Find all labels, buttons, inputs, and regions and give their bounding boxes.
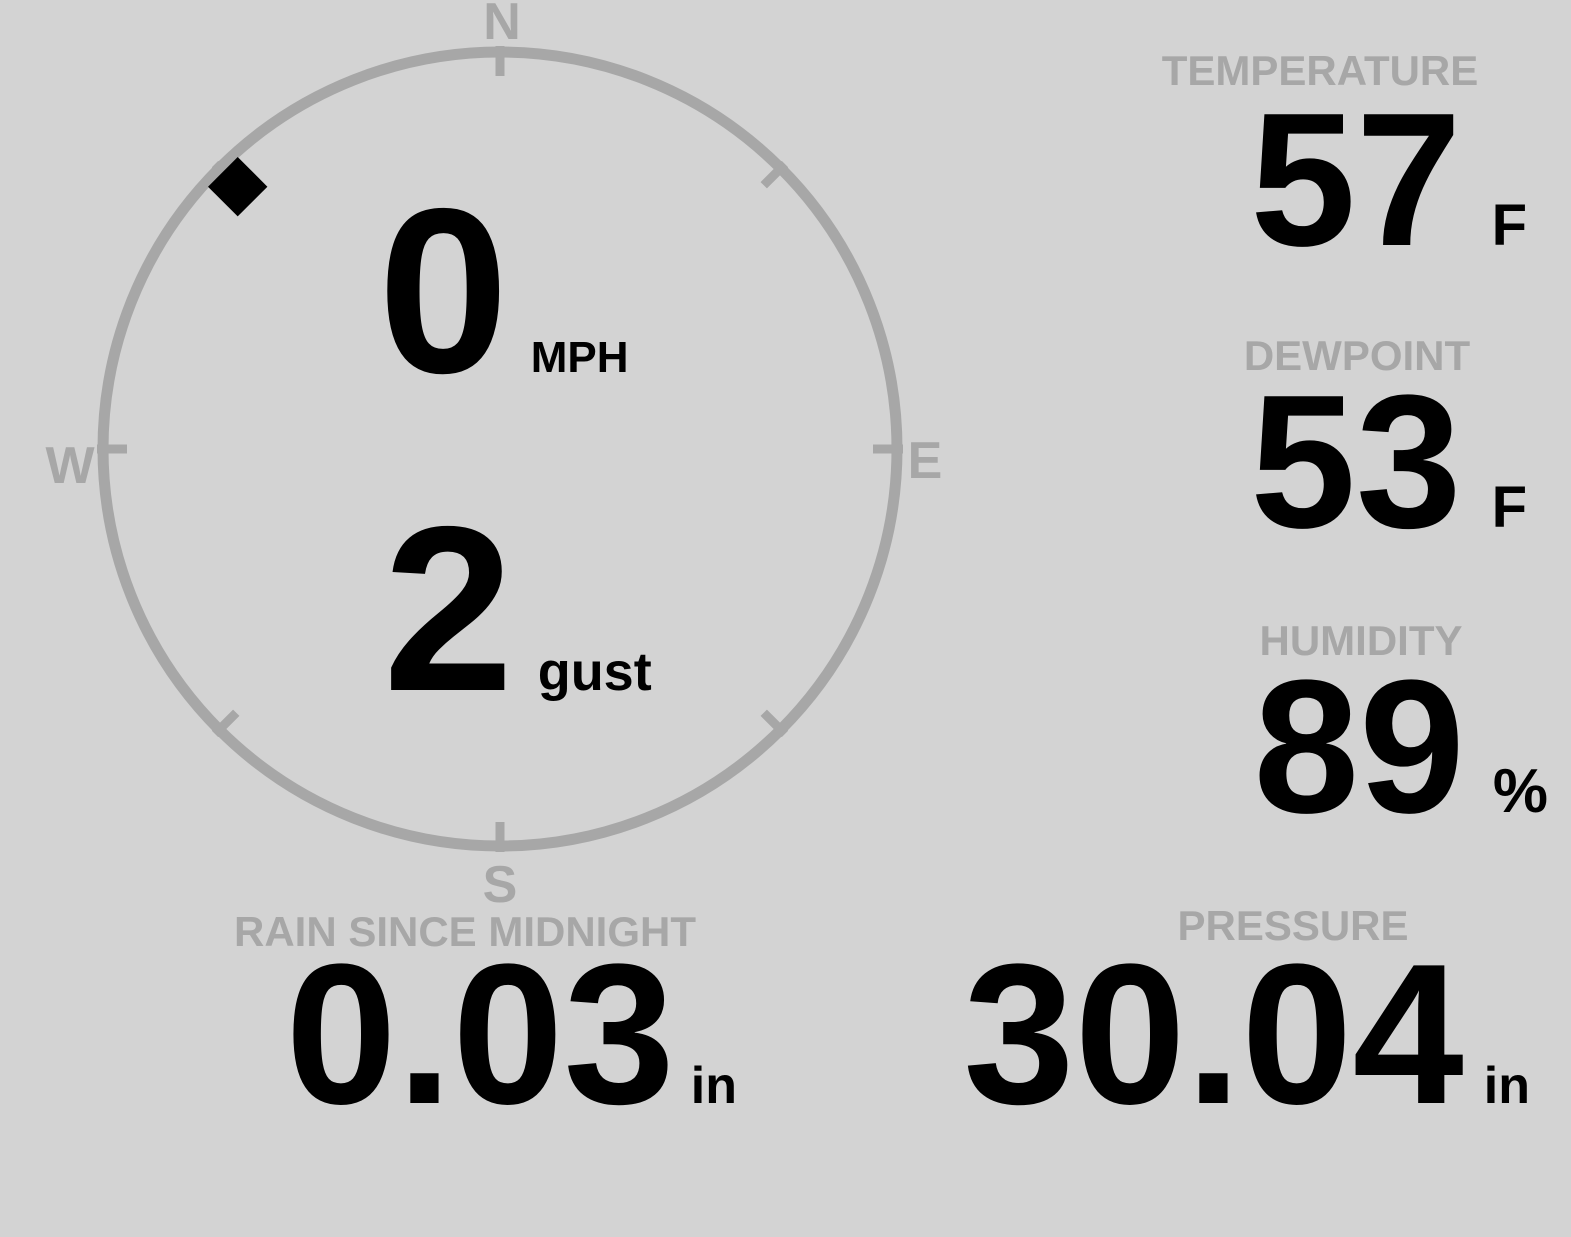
rain-value: 0.03 [285, 923, 675, 1146]
temperature-label: TEMPERATURE [1161, 47, 1479, 94]
humidity-value: 89 [1253, 641, 1465, 853]
wind-speed: 0 MPH [378, 173, 628, 408]
temperature-value: 57 [1250, 74, 1462, 286]
pressure-value: 30.04 [963, 923, 1464, 1146]
humidity-label: HUMIDITY [1259, 617, 1463, 664]
temperature-reading: 57 F [1250, 85, 1527, 275]
compass-tick [760, 160, 789, 189]
temperature-unit: F [1491, 193, 1527, 258]
rain-unit: in [690, 1057, 737, 1115]
compass-tick [211, 709, 240, 738]
rain-label: RAIN SINCE MIDNIGHT [234, 908, 696, 955]
wind-compass [97, 46, 903, 852]
compass-label-east: E [907, 432, 943, 490]
pressure-unit: in [1483, 1057, 1530, 1115]
compass-tick [760, 709, 789, 738]
dewpoint-label: DEWPOINT [1243, 332, 1471, 379]
humidity-unit: % [1492, 757, 1548, 826]
dewpoint-unit: F [1491, 475, 1527, 540]
wind-speed-unit: MPH [530, 333, 629, 382]
wind-speed-value: 0 [378, 159, 509, 422]
rain-reading: 0.03 in [286, 935, 737, 1135]
wind-gust: 2 gust [383, 491, 652, 726]
pressure-reading: 30.04 in [963, 935, 1530, 1135]
dewpoint-value: 53 [1250, 356, 1462, 568]
dewpoint-reading: 53 F [1250, 367, 1527, 557]
pressure-label: PRESSURE [1177, 902, 1409, 949]
compass-label-south: S [482, 856, 518, 914]
wind-gust-value: 2 [383, 477, 514, 740]
compass-label-west: W [45, 437, 95, 495]
compass-label-north: N [483, 0, 521, 51]
wind-gust-unit: gust [537, 642, 652, 702]
humidity-reading: 89 % [1254, 652, 1548, 842]
